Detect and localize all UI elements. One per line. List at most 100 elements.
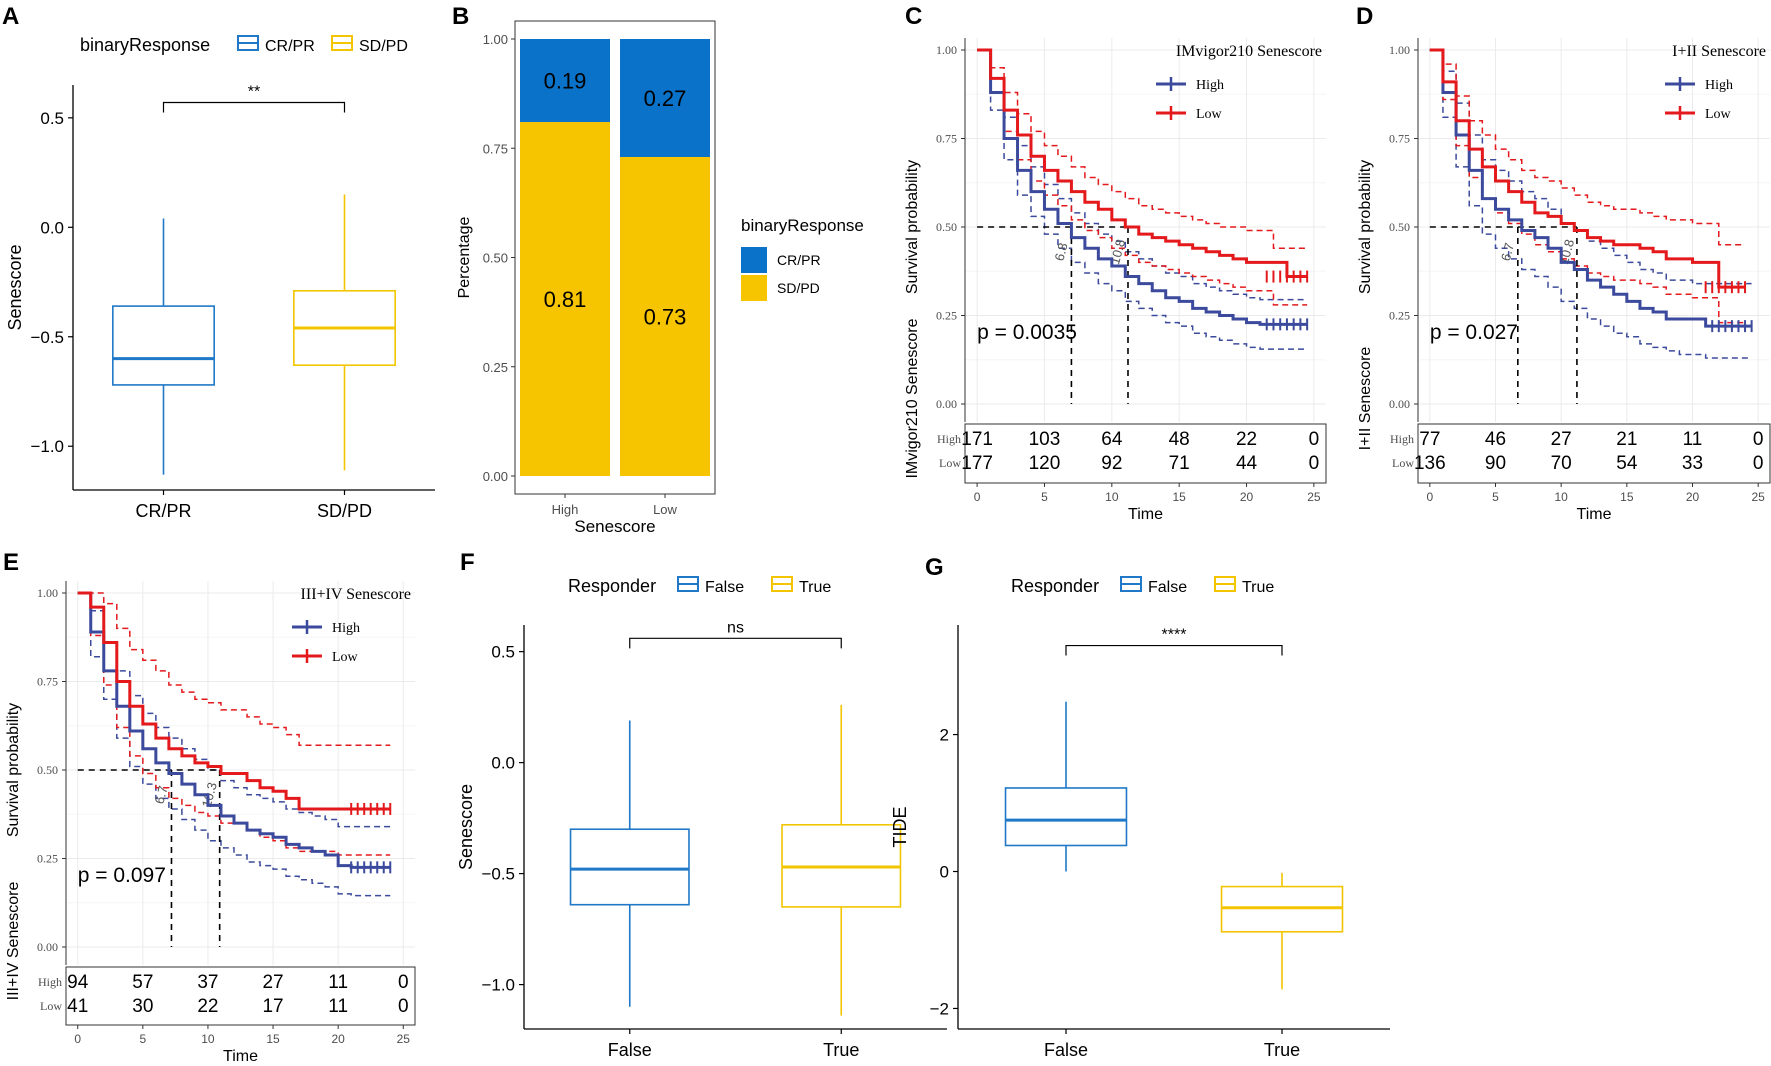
box (569, 828, 690, 906)
y-axis-label: Senescore (456, 784, 476, 870)
y-tick-label: 0.50 (1389, 220, 1410, 234)
legend-label: True (1242, 579, 1274, 596)
median-label: 10.8 (1107, 238, 1128, 266)
risk-value: 136 (1414, 453, 1446, 474)
legend-label: SD/PD (777, 280, 820, 296)
risk-value: 46 (1485, 429, 1506, 450)
panel-label: D (1356, 3, 1373, 30)
risk-row-label: High (937, 432, 961, 446)
y-tick-label: 0.25 (37, 852, 58, 866)
legend-key (741, 275, 767, 301)
legend-label: Low (332, 650, 359, 665)
ci-band-low_lower (1429, 49, 1746, 324)
legend-label: False (705, 579, 744, 596)
risk-value: 71 (1169, 453, 1190, 474)
x-tick-label: 5 (139, 1032, 146, 1046)
survival-curve-low (977, 48, 1308, 279)
significance-label: **** (1162, 627, 1187, 644)
y-tick-label: 0.50 (37, 763, 58, 777)
bar-label: 0.27 (644, 86, 687, 111)
y-axis-label: Percentage (456, 216, 473, 298)
panel-label: C (905, 3, 922, 30)
survival-curve-high (977, 48, 1308, 326)
x-tick-label: 25 (1307, 490, 1321, 504)
bar-segment (620, 156, 710, 477)
risk-value: 0 (398, 972, 409, 993)
survival-curve-low (77, 591, 391, 811)
y-tick-label: 0.75 (1389, 132, 1410, 146)
risk-value: 177 (961, 453, 993, 474)
risk-value: 21 (1616, 429, 1637, 450)
bar-label: 0.19 (544, 69, 587, 94)
x-tick-label: 10 (1554, 490, 1568, 504)
x-tick-label: 15 (1620, 490, 1634, 504)
y-tick-label: 1.00 (1389, 43, 1410, 57)
panel-G: G Responder False True 2 0 −2 TIDE False True **** (890, 554, 1390, 1060)
median-label: 6.7 (152, 784, 171, 805)
legend-label: Low (1196, 107, 1223, 122)
risk-value: 48 (1169, 429, 1190, 450)
survival-curve-low (1429, 48, 1746, 289)
y-tick-label: 0.75 (936, 132, 957, 146)
x-tick-label: SD/PD (317, 501, 372, 521)
km-title: IMvigor210 Senescore (1176, 43, 1322, 60)
ci-band-high_lower (1429, 49, 1752, 359)
legend-label: False (1148, 579, 1187, 596)
risk-value: 0 (1753, 429, 1764, 450)
y-axis-label: Survival probability (904, 160, 921, 294)
y-tick-label: −0.5 (30, 328, 64, 347)
y-tick-label: 0.5 (40, 109, 64, 128)
panel-F: F Responder False True 0.5 0.0 −0.5 −1.0 Senesco… (456, 549, 947, 1060)
p-value: p = 0.027 (1430, 321, 1518, 344)
risk-value: 0 (1753, 453, 1764, 474)
legend-title: binaryResponse (80, 35, 210, 55)
ci-band-high_lower (977, 49, 1308, 350)
km-title: I+II Senescore (1672, 43, 1766, 60)
survival-curve-high (77, 591, 391, 869)
risk-table-ylabel: III+IV Senescore (5, 882, 22, 1001)
x-axis-label: Time (223, 1048, 258, 1065)
y-tick-label: −1.0 (481, 976, 515, 995)
y-tick-label: 0.00 (483, 469, 508, 484)
bar-segment (620, 39, 710, 157)
risk-value: 92 (1101, 453, 1122, 474)
x-tick-label: 15 (266, 1032, 280, 1046)
legend-label: High (1705, 78, 1733, 93)
risk-table-box (1417, 423, 1771, 484)
x-tick-label: 20 (331, 1032, 345, 1046)
legend-key (741, 247, 767, 273)
y-axis-label: TIDE (890, 806, 910, 847)
risk-value: 11 (1683, 429, 1703, 450)
x-tick-label: True (823, 1040, 859, 1060)
risk-row-label: High (1390, 432, 1414, 446)
legend-label: CR/PR (265, 38, 315, 55)
risk-row-label: Low (40, 999, 62, 1013)
x-tick-label: 10 (1105, 490, 1119, 504)
panel-D: D 0.00 0.25 0.50 0.75 1.00 Survival probabilit… (1356, 3, 1771, 523)
risk-value: 64 (1101, 429, 1123, 450)
ci-band-low_lower (977, 49, 1308, 306)
risk-value: 37 (197, 972, 218, 993)
y-tick-label: 0.50 (483, 251, 508, 266)
x-tick-label: 5 (1492, 490, 1499, 504)
panel-label: A (2, 3, 19, 30)
risk-value: 17 (262, 996, 283, 1017)
risk-value: 27 (262, 972, 283, 993)
legend-label: Low (1705, 107, 1732, 122)
x-tick-label: True (1264, 1040, 1300, 1060)
risk-table-box (964, 423, 1327, 484)
x-tick-label: False (1044, 1040, 1088, 1060)
x-tick-label: 0 (1426, 490, 1433, 504)
risk-table-box (65, 966, 416, 1026)
x-tick-label: 15 (1172, 490, 1186, 504)
y-axis-label: Survival probability (5, 703, 22, 837)
risk-value: 22 (1236, 429, 1257, 450)
y-tick-label: −0.5 (481, 865, 515, 884)
risk-row-label: Low (1392, 456, 1414, 470)
legend-title: Responder (1011, 576, 1099, 596)
x-tick-label: 25 (397, 1032, 411, 1046)
risk-value: 44 (1236, 453, 1258, 474)
y-tick-label: 1.00 (37, 586, 58, 600)
p-value: p = 0.097 (78, 864, 166, 887)
significance-bracket (629, 637, 842, 649)
